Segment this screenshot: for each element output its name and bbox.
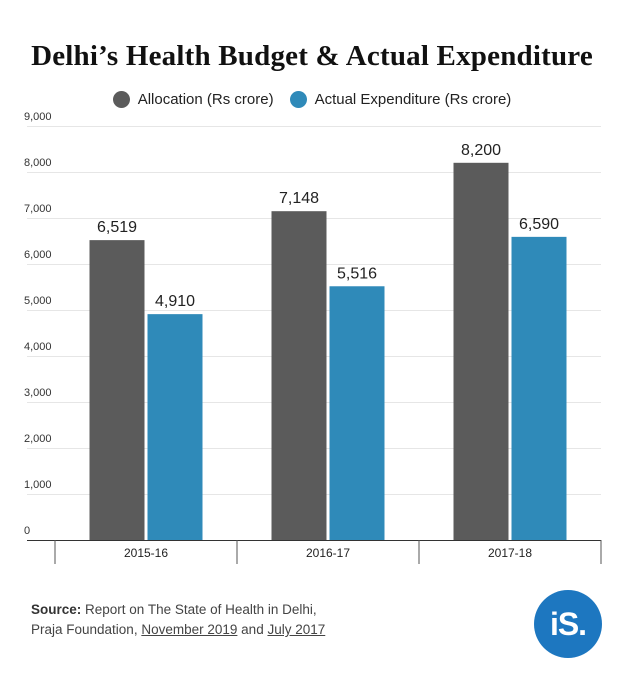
legend-swatch-actual-expenditure — [289, 91, 307, 108]
y-tick-label: 3,000 — [24, 387, 52, 399]
legend-label-actual-expenditure: Actual Expenditure (Rs crore) — [314, 91, 512, 108]
source-link-july-2017[interactable]: July 2017 — [267, 622, 326, 637]
indiaspend-logo: iS. — [534, 590, 602, 658]
legend-item-actual-expenditure: Actual Expenditure (Rs crore) — [289, 91, 512, 108]
data-label: 5,516 — [337, 265, 377, 282]
bar — [147, 314, 203, 540]
bar — [271, 211, 327, 540]
y-tick-label: 1,000 — [24, 479, 52, 491]
x-tick-label: 2015-16 — [124, 546, 168, 560]
y-tick-label: 6,000 — [24, 249, 52, 261]
legend-label-allocation: Allocation (Rs crore) — [137, 91, 274, 108]
bar — [329, 286, 385, 540]
source-link-november-2019[interactable]: November 2019 — [141, 622, 238, 637]
y-tick-label: 0 — [24, 525, 30, 537]
source-label: Source: — [31, 602, 82, 617]
data-label: 6,519 — [97, 219, 137, 236]
source-and: and — [241, 622, 264, 637]
y-tick-label: 4,000 — [24, 341, 52, 353]
bar — [511, 236, 567, 541]
y-tick-label: 2,000 — [24, 433, 52, 445]
data-label: 6,590 — [519, 216, 559, 233]
source-text-2: Praja Foundation, — [31, 622, 138, 637]
y-tick-label: 5,000 — [24, 295, 52, 307]
legend-swatch-allocation — [112, 91, 130, 108]
chart-legend: Allocation (Rs crore) Actual Expenditure… — [0, 91, 624, 108]
data-label: 7,148 — [279, 190, 319, 207]
x-tick-label: 2017-18 — [488, 546, 532, 560]
bar — [453, 162, 509, 541]
source-note: Source: Report on The State of Health in… — [31, 600, 451, 640]
y-tick-label: 8,000 — [24, 157, 52, 169]
legend-item-allocation: Allocation (Rs crore) — [112, 91, 274, 108]
bar — [89, 240, 145, 540]
source-text-1: Report on The State of Health in Delhi, — [85, 602, 317, 617]
y-tick-label: 9,000 — [24, 111, 52, 123]
chart-title: Delhi’s Health Budget & Actual Expenditu… — [31, 40, 593, 72]
x-tick-label: 2016-17 — [306, 546, 350, 560]
data-label: 4,910 — [155, 293, 195, 310]
y-tick-label: 7,000 — [24, 203, 52, 215]
data-label: 8,200 — [461, 142, 501, 159]
